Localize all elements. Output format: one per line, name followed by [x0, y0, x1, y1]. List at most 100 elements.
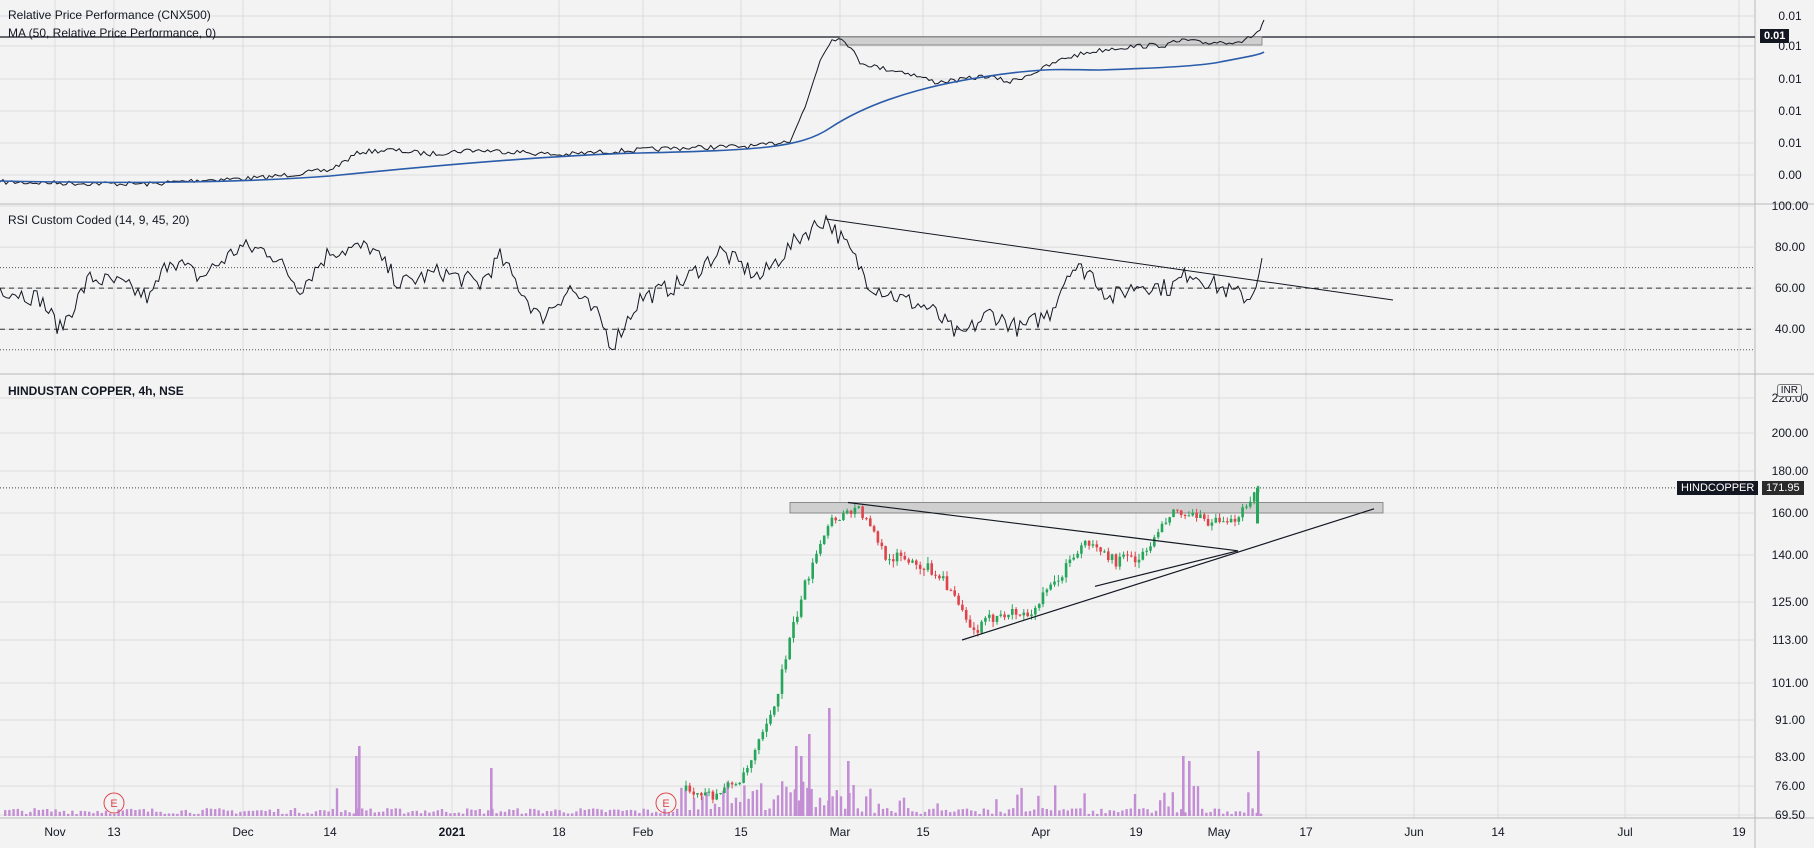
- candle-body: [1218, 517, 1221, 522]
- candle-body: [1060, 577, 1064, 581]
- volume-bar: [1163, 792, 1166, 816]
- volume-bar: [79, 810, 82, 816]
- volume-bar: [1209, 811, 1212, 816]
- candle-body: [1249, 501, 1252, 507]
- volume-bar: [818, 797, 822, 816]
- volume-bar: [1133, 794, 1137, 816]
- volume-bar: [54, 809, 57, 816]
- volume-bar: [1188, 761, 1191, 816]
- volume-bar: [235, 813, 238, 816]
- volume-bar: [911, 811, 914, 816]
- volume-bar: [436, 810, 439, 816]
- volume-bar: [583, 810, 586, 816]
- volume-bar: [705, 792, 708, 816]
- volume-bar: [146, 811, 150, 816]
- currency-badge[interactable]: INR: [1776, 384, 1802, 397]
- volume-bar: [856, 808, 859, 816]
- candle-body: [1241, 507, 1244, 518]
- volume-bar: [67, 813, 70, 816]
- volume-bar: [512, 810, 515, 816]
- volume-bar: [373, 812, 376, 816]
- volume-bar: [37, 810, 40, 816]
- volume-bar: [100, 812, 103, 816]
- volume-bar: [545, 811, 549, 816]
- volume-bar: [1037, 795, 1040, 816]
- candle-body: [1237, 517, 1241, 522]
- volume-bar: [600, 809, 603, 816]
- volume-bar: [289, 810, 292, 816]
- volume-bar: [1091, 810, 1095, 816]
- volume-bar: [785, 786, 788, 816]
- volume-bar: [936, 803, 939, 816]
- price-axis-label: 200.00: [1772, 426, 1809, 440]
- candle-body: [1214, 517, 1218, 523]
- candle-body: [788, 637, 791, 660]
- x-tick-label: Jun: [1404, 825, 1423, 839]
- volume-bar: [1062, 809, 1065, 816]
- volume-bar: [1112, 810, 1116, 816]
- volume-bar: [684, 789, 687, 816]
- volume-bar: [1079, 808, 1082, 816]
- candle-body: [941, 576, 945, 579]
- candle-body: [796, 616, 799, 622]
- volume-bar: [176, 813, 179, 816]
- candle-body: [1229, 518, 1233, 523]
- volume-bar: [319, 810, 322, 816]
- candle-body: [1183, 515, 1187, 516]
- volume-bar: [1230, 814, 1233, 816]
- candle-body: [711, 791, 715, 800]
- rsi-axis-label: 60.00: [1775, 281, 1805, 295]
- volume-bar: [335, 788, 339, 816]
- volume-bar: [474, 810, 477, 816]
- candle-body: [761, 731, 765, 740]
- volume-bar: [239, 811, 242, 816]
- volume-bar: [33, 808, 36, 816]
- candle-body: [1122, 554, 1125, 557]
- x-tick-label: Apr: [1032, 825, 1051, 839]
- candle-body: [1095, 544, 1099, 548]
- volume-bar: [243, 811, 246, 816]
- earnings-marker-circle: [103, 792, 125, 814]
- candle-body: [953, 590, 956, 596]
- volume-bar: [995, 799, 998, 816]
- volume-bar: [621, 810, 624, 816]
- x-tick-label: 14: [323, 825, 337, 839]
- volume-bar: [1167, 806, 1170, 816]
- volume-bar: [1142, 808, 1145, 816]
- volume-bar: [726, 781, 729, 816]
- candle-body: [753, 750, 757, 761]
- volume-bar: [1016, 794, 1019, 816]
- candle-body: [1030, 614, 1033, 617]
- candle-body: [1203, 514, 1206, 519]
- volume-bar: [940, 810, 943, 816]
- volume-bar: [1251, 808, 1254, 816]
- volume-bar: [671, 811, 675, 816]
- volume-bar: [608, 809, 612, 816]
- volume-bar: [923, 811, 927, 816]
- volume-bar: [1066, 810, 1069, 816]
- volume-bar: [1100, 808, 1103, 816]
- candle-body: [915, 560, 918, 565]
- candle-body: [861, 506, 864, 519]
- candle-body: [765, 723, 768, 732]
- price-axis-label: 113.00: [1772, 633, 1808, 647]
- candle-body: [757, 739, 761, 750]
- volume-bar: [1175, 812, 1179, 816]
- volume-bar: [1083, 793, 1086, 816]
- price-axis: 0.010.010.010.010.010.00100.0080.0060.00…: [1772, 9, 1809, 822]
- volume-bar: [1129, 808, 1132, 816]
- candle-body: [776, 693, 780, 707]
- candlesticks: [684, 485, 1260, 804]
- volume-bar: [692, 798, 696, 816]
- rpp-axis-label: 0.01: [1778, 136, 1802, 150]
- price-axis-label: 91.00: [1775, 713, 1805, 727]
- volume-bar: [4, 810, 7, 816]
- rsi-trendline: [825, 218, 1394, 301]
- candle-body: [903, 555, 907, 560]
- last-price-tag: 171.95: [1762, 481, 1804, 495]
- volume-bar: [50, 811, 53, 816]
- candle-body: [780, 669, 784, 694]
- volume-bar: [1171, 792, 1174, 816]
